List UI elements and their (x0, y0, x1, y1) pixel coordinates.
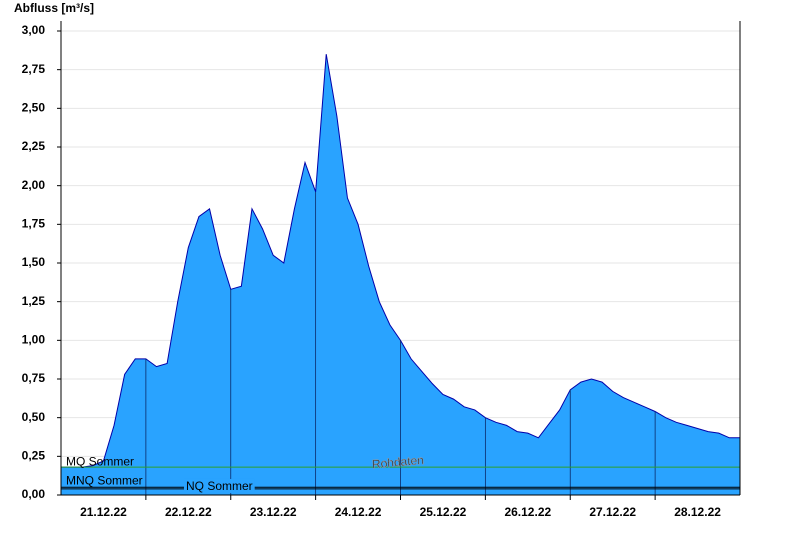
reference-label: MQ Sommer (66, 454, 134, 468)
annotation: Rohdaten (371, 453, 424, 471)
label-bg (184, 478, 255, 493)
x-tick-label: 25.12.22 (420, 505, 467, 519)
y-tick-label: 2,25 (22, 139, 46, 153)
y-tick-label: 0,50 (22, 410, 46, 424)
x-tick-label: 28.12.22 (674, 505, 721, 519)
y-tick-label: 0,75 (22, 371, 46, 385)
y-tick-label: 2,75 (22, 62, 46, 76)
reference-label: NQ Sommer (186, 479, 253, 493)
x-tick-label: 22.12.22 (165, 505, 212, 519)
y-tick-label: 1,00 (22, 333, 46, 347)
y-tick-label: 3,00 (22, 23, 46, 37)
reference-label: MNQ Sommer (66, 473, 143, 487)
y-tick-label: 0,00 (22, 487, 46, 501)
x-tick-label: 23.12.22 (250, 505, 297, 519)
y-tick-label: 1,75 (22, 217, 46, 231)
chart-title: Abfluss [m³/s] (14, 1, 94, 15)
y-tick-label: 0,25 (22, 449, 46, 463)
y-tick-label: 2,00 (22, 178, 46, 192)
x-tick-label: 21.12.22 (80, 505, 127, 519)
x-tick-label: 26.12.22 (504, 505, 551, 519)
x-tick-label: 24.12.22 (335, 505, 382, 519)
y-tick-label: 2,50 (22, 101, 46, 115)
y-tick-label: 1,50 (22, 255, 46, 269)
y-tick-label: 1,25 (22, 294, 46, 308)
x-tick-label: 27.12.22 (589, 505, 636, 519)
